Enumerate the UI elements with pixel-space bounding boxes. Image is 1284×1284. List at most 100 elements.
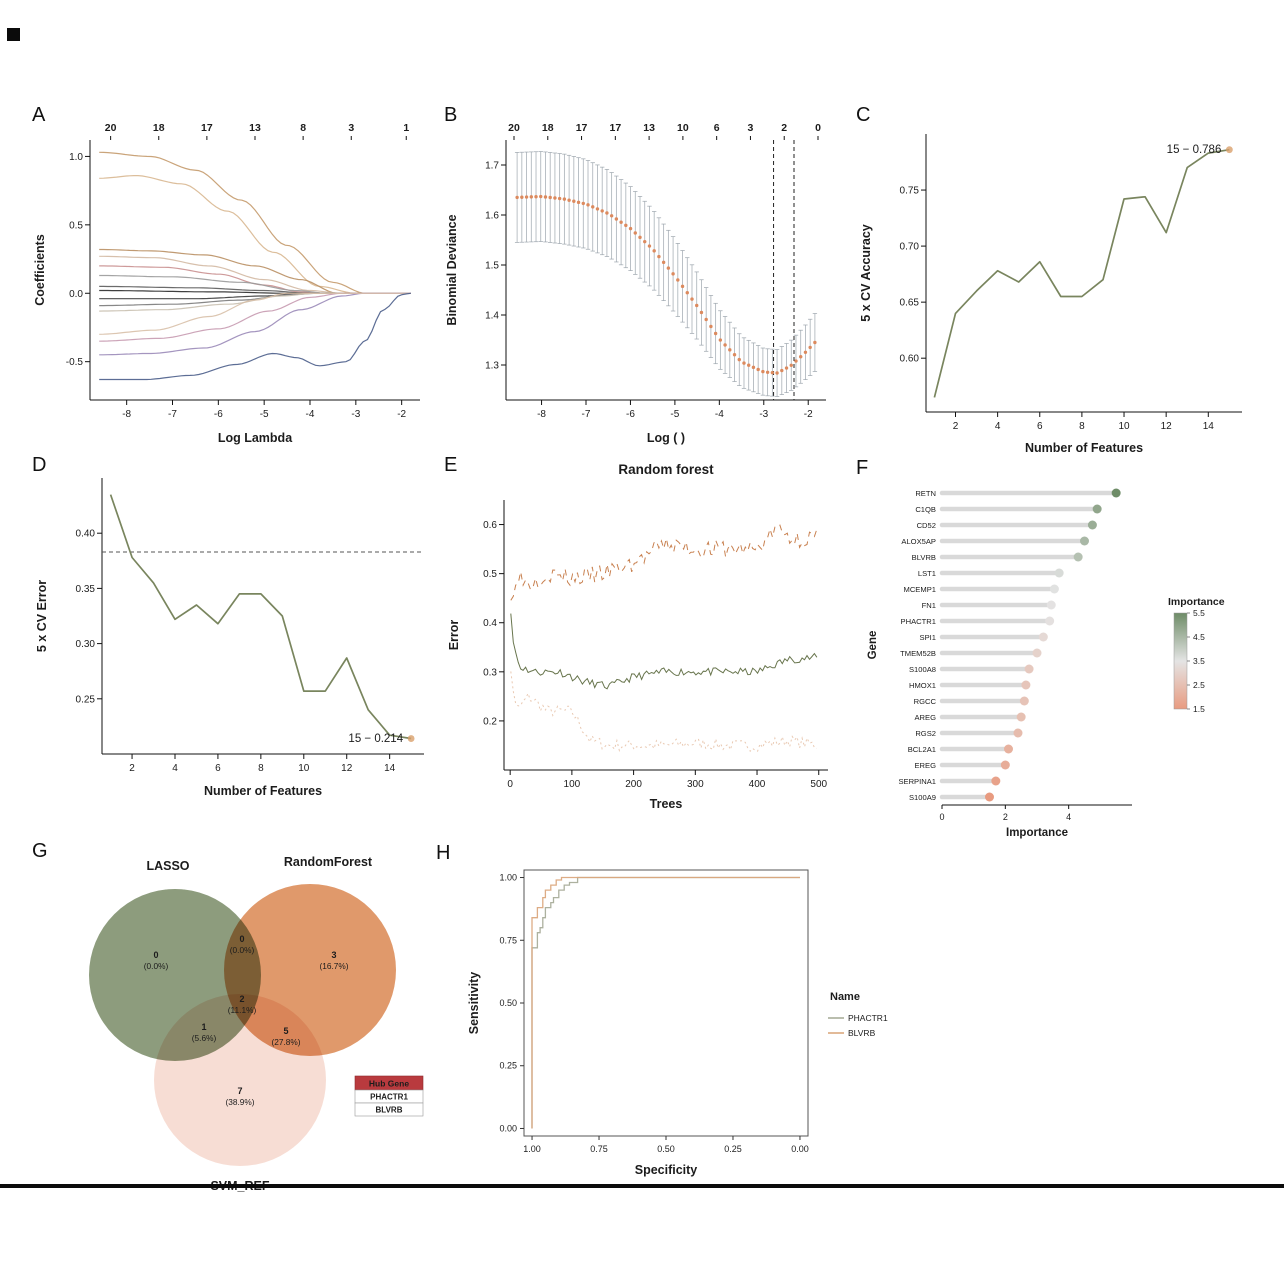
svg-text:(5.6%): (5.6%) [192, 1033, 217, 1043]
svg-text:1.5: 1.5 [1193, 704, 1205, 714]
svg-text:1.0: 1.0 [69, 152, 83, 163]
svg-text:5 x CV Accuracy: 5 x CV Accuracy [859, 224, 873, 322]
svg-text:0.30: 0.30 [76, 639, 96, 650]
svg-text:1.3: 1.3 [485, 361, 499, 372]
svg-text:13: 13 [249, 122, 261, 134]
svg-text:0: 0 [939, 812, 944, 822]
svg-text:3: 3 [348, 122, 354, 134]
svg-text:SERPINA1: SERPINA1 [898, 777, 936, 786]
panel-b-label: B [444, 104, 458, 126]
svg-text:LST1: LST1 [918, 569, 936, 578]
svg-text:0.50: 0.50 [499, 998, 517, 1008]
svg-text:Binomial Deviance: Binomial Deviance [445, 214, 459, 325]
svg-text:-3: -3 [351, 409, 360, 420]
svg-text:Number of Features: Number of Features [1025, 441, 1143, 455]
svg-text:BLVRB: BLVRB [848, 1028, 876, 1038]
svg-text:RGCC: RGCC [914, 697, 937, 706]
panel-h-label: H [436, 842, 451, 864]
svg-text:-5: -5 [670, 409, 679, 420]
cv-accuracy-chart: 2 4 6 8 10 12 14 0.60 0.65 0.70 0.75 15 − 0.786 Numb… [859, 134, 1242, 455]
svg-text:0.6: 0.6 [483, 520, 497, 531]
svg-text:-2: -2 [804, 409, 813, 420]
svg-text:8: 8 [1079, 421, 1085, 432]
roc-curve-chart: 1.00 0.75 0.50 0.25 0.00 0.00 0.25 0.50 0.75 1.00… [467, 869, 888, 1177]
svg-text:SPI1: SPI1 [920, 633, 936, 642]
svg-text:-8: -8 [122, 409, 131, 420]
svg-text:-8: -8 [537, 409, 546, 420]
svg-text:-0.5: -0.5 [66, 357, 84, 368]
svg-text:17: 17 [201, 122, 213, 134]
svg-text:TMEM52B: TMEM52B [900, 649, 936, 658]
svg-text:15 − 0.786: 15 − 0.786 [1167, 144, 1222, 156]
svg-text:BCL2A1: BCL2A1 [908, 745, 936, 754]
svg-text:0.70: 0.70 [900, 242, 920, 253]
panel-c-label: C [856, 104, 871, 126]
svg-text:BLVRB: BLVRB [912, 553, 936, 562]
svg-text:-5: -5 [260, 409, 269, 420]
svg-text:13: 13 [643, 122, 655, 134]
svg-text:20: 20 [105, 122, 117, 134]
svg-text:12: 12 [341, 763, 353, 774]
svg-text:0.75: 0.75 [499, 935, 517, 945]
svg-text:(16.7%): (16.7%) [319, 961, 348, 971]
panel-c: C 2 4 6 8 10 12 14 0.60 0.65 0.70 0.75 15 − 0.786 Nu… [852, 102, 1257, 467]
panel-a-label: A [32, 104, 46, 126]
svg-text:(11.1%): (11.1%) [228, 1005, 257, 1015]
svg-text:10: 10 [1118, 421, 1130, 432]
svg-text:(27.8%): (27.8%) [271, 1037, 300, 1047]
svg-text:400: 400 [749, 779, 766, 790]
svg-text:8: 8 [258, 763, 264, 774]
svg-text:FN1: FN1 [922, 601, 936, 610]
svg-text:4: 4 [172, 763, 178, 774]
svg-text:-6: -6 [626, 409, 635, 420]
svg-text:0.35: 0.35 [76, 584, 96, 595]
svg-text:0.5: 0.5 [483, 569, 497, 580]
svg-text:300: 300 [687, 779, 704, 790]
svg-text:3: 3 [331, 950, 336, 960]
svg-text:0.50: 0.50 [657, 1144, 675, 1154]
svg-text:0: 0 [153, 950, 158, 960]
svg-text:1: 1 [403, 122, 409, 134]
svg-text:0.00: 0.00 [791, 1144, 809, 1154]
svg-text:Random forest: Random forest [618, 462, 714, 477]
svg-text:17: 17 [576, 122, 588, 134]
svg-text:4.5: 4.5 [1193, 632, 1205, 642]
svg-text:2.5: 2.5 [1193, 680, 1205, 690]
svg-text:C1QB: C1QB [915, 505, 936, 514]
svg-text:(0.0%): (0.0%) [230, 945, 255, 955]
svg-text:200: 200 [625, 779, 642, 790]
panel-a: A -8 -7 -6 -5 -4 -3 -2 -0.5 0.0 0.5 1.0 20 18 17 13 8 3 1… [28, 102, 438, 457]
random-forest-error-chart: Random forest 0 100 200 300 400 500 0.2 0.3 0.4 0.… [447, 462, 828, 811]
svg-text:8: 8 [300, 122, 306, 134]
svg-text:1.7: 1.7 [485, 161, 499, 172]
svg-text:-7: -7 [168, 409, 177, 420]
svg-text:3.5: 3.5 [1193, 656, 1205, 666]
svg-text:20: 20 [508, 122, 520, 134]
svg-text:0.25: 0.25 [724, 1144, 742, 1154]
svg-text:RETN: RETN [915, 489, 936, 498]
svg-text:0.5: 0.5 [69, 220, 83, 231]
svg-text:Log ( ): Log ( ) [647, 431, 685, 445]
svg-text:RandomForest: RandomForest [284, 855, 373, 869]
svg-text:1: 1 [201, 1022, 206, 1032]
svg-text:0.65: 0.65 [900, 298, 920, 309]
svg-text:-4: -4 [715, 409, 724, 420]
svg-text:-2: -2 [397, 409, 406, 420]
svg-text:-3: -3 [759, 409, 768, 420]
panel-e: E Random forest 0 100 200 300 400 500 0.2 0.3 0.4… [440, 452, 845, 827]
svg-text:PHACTR1: PHACTR1 [370, 1093, 408, 1102]
svg-text:100: 100 [564, 779, 581, 790]
svg-text:S100A8: S100A8 [909, 665, 936, 674]
svg-text:Sensitivity: Sensitivity [467, 972, 481, 1035]
svg-text:-6: -6 [214, 409, 223, 420]
bottom-rule [0, 1184, 1284, 1188]
panel-f: F 0 2 4 RETN C1QB CD52 ALOX5AP BLVRB LST1 MCEMP1 F… [852, 455, 1282, 845]
svg-text:Coefficients: Coefficients [33, 234, 47, 306]
svg-text:Name: Name [830, 991, 860, 1003]
panel-g-label: G [32, 840, 48, 862]
gene-importance-lollipop-chart: 0 2 4 RETN C1QB CD52 ALOX5AP BLVRB LST1 MCEMP1 FN1… [867, 488, 1225, 839]
svg-text:RGS2: RGS2 [915, 729, 936, 738]
panel-d-label: D [32, 454, 47, 476]
svg-text:6: 6 [1037, 421, 1043, 432]
